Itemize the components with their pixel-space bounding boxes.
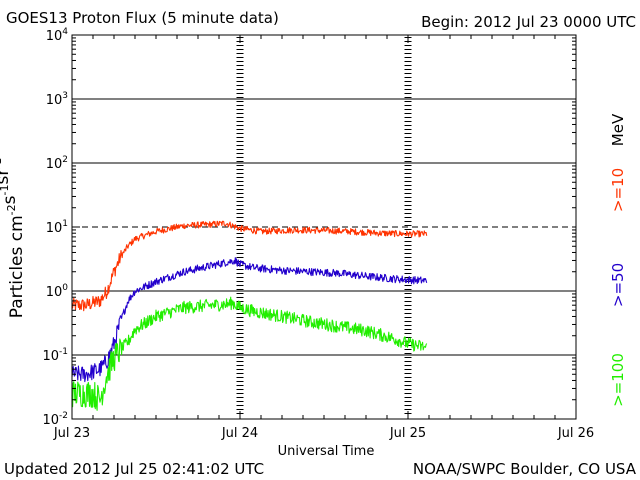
legend-entry: >=100 — [609, 353, 627, 407]
y-axis-label-exponent: -1 — [0, 185, 11, 196]
y-tick-exponent: 2 — [62, 155, 68, 165]
y-axis-label: Particles cm-2s-1sr-1 — [0, 158, 27, 319]
series-line-ge10 — [71, 220, 428, 312]
legend-unit: MeV — [609, 113, 627, 146]
legend: MeV >=10 >=50 >=100 — [609, 113, 627, 407]
y-tick-label: 10-2 — [42, 411, 68, 428]
x-tick-label: Jul 23 — [53, 426, 90, 441]
grid-lines — [72, 37, 576, 417]
y-tick-exponent: 1 — [62, 219, 68, 229]
y-tick-base: 10 — [46, 221, 63, 236]
y-tick-base: 10 — [46, 29, 63, 44]
y-tick-label: 104 — [46, 27, 69, 44]
legend-entry: >=10 — [609, 168, 627, 212]
y-tick-label: 103 — [46, 91, 68, 108]
x-tick-label: Jul 26 — [557, 426, 594, 441]
y-tick-base: 10 — [46, 93, 63, 108]
x-axis-label: Universal Time — [278, 444, 375, 459]
y-axis-label-exponent: -1 — [0, 158, 4, 169]
y-axis-label-part: Particles cm — [7, 215, 27, 318]
chart-title: GOES13 Proton Flux (5 minute data) — [6, 9, 279, 27]
x-tick-label: Jul 24 — [221, 426, 258, 441]
y-tick-exponent: 0 — [62, 283, 68, 293]
series-layer — [71, 220, 428, 411]
y-tick-base: 10 — [42, 413, 59, 428]
updated-time-label: Updated 2012 Jul 25 02:41:02 UTC — [4, 460, 264, 478]
x-tick-label: Jul 25 — [389, 426, 426, 441]
y-tick-exponent: -2 — [59, 411, 68, 421]
y-tick-base: 10 — [42, 349, 59, 364]
y-tick-exponent: 4 — [62, 27, 68, 37]
y-axis-label-part: sr — [0, 169, 13, 185]
y-tick-exponent: 3 — [62, 91, 68, 101]
begin-time-label: Begin: 2012 Jul 23 0000 UTC — [421, 13, 636, 31]
credit-label: NOAA/SWPC Boulder, CO USA — [413, 460, 637, 478]
y-tick-label: 10-1 — [42, 347, 68, 364]
y-tick-base: 10 — [46, 285, 63, 300]
series-line-ge50 — [71, 257, 428, 383]
legend-entry: >=50 — [609, 263, 627, 307]
y-tick-label: 101 — [46, 219, 68, 236]
y-tick-label: 102 — [46, 155, 68, 172]
y-axis-label-part: s — [0, 195, 20, 204]
series-line-ge100 — [71, 296, 428, 411]
y-axis-label-exponent: -2 — [5, 204, 18, 215]
y-tick-base: 10 — [46, 157, 63, 172]
y-tick-label: 100 — [46, 283, 69, 300]
y-tick-exponent: -1 — [59, 347, 68, 357]
